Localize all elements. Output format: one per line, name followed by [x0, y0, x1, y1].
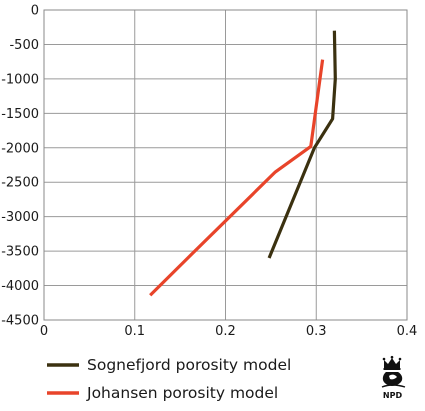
plot-frame	[43, 9, 408, 321]
grid	[43, 9, 408, 321]
y-tick-label: -4000	[1, 279, 39, 294]
y-tick-label: -500	[9, 38, 39, 53]
y-tick-label: -1000	[1, 72, 39, 87]
logo-text: NPD	[383, 391, 403, 400]
series-lines	[149, 30, 337, 297]
series-line-johansen	[149, 59, 325, 297]
y-tick-label: -4500	[1, 314, 39, 329]
legend-label: Sognefjord porosity model	[87, 356, 291, 374]
axes	[43, 9, 408, 321]
series-line-sognefjord	[267, 30, 337, 259]
x-tick-label: 0.2	[215, 324, 236, 339]
y-tick-label: 0	[31, 4, 39, 19]
legend: Sognefjord porosity model Johansen porosi…	[47, 356, 291, 402]
y-tick-label: -1500	[1, 107, 39, 122]
y-tick-label: -2000	[1, 141, 39, 156]
y-tick-label: -2500	[1, 176, 39, 191]
x-tick-label: 0.3	[306, 324, 327, 339]
npd-logo-icon: NPD	[381, 355, 406, 400]
y-tick-label: -3500	[1, 245, 39, 260]
y-tick-label: -3000	[1, 210, 39, 225]
x-tick-label: 0.1	[124, 324, 145, 339]
tick-labels: 0 -500 -1000 -1500 -2000 -2500 -3000 -3500 -4000…	[1, 4, 417, 340]
x-tick-label: 0.4	[397, 324, 418, 339]
legend-label: Johansen porosity model	[86, 384, 278, 402]
x-tick-label: 0	[40, 324, 48, 339]
